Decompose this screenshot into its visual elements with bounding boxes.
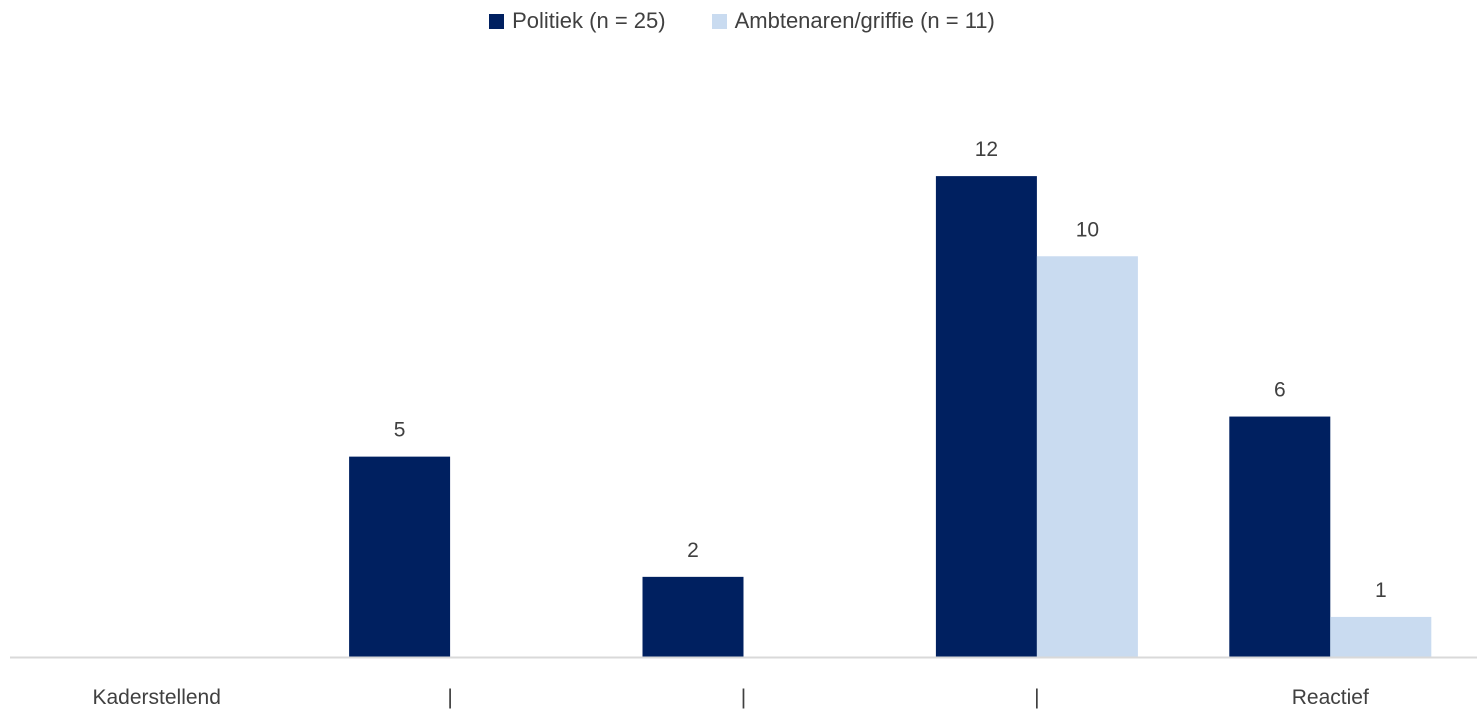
x-tick-label-1: | (447, 686, 452, 709)
legend-label-ambtenaren: Ambtenaren/griffie (n = 11) (734, 8, 995, 33)
legend-label-politiek: Politiek (n = 25) (512, 8, 666, 33)
x-tick-label-3: | (1034, 686, 1039, 709)
legend-item-politiek: Politiek (n = 25) (489, 8, 666, 34)
bar-ambtenaren-3 (1036, 256, 1138, 657)
x-tick-label-2: | (741, 686, 746, 709)
data-label-politiek-2: 2 (687, 539, 699, 562)
bar-politiek-4 (1229, 416, 1331, 657)
data-label-politiek-3: 12 (975, 138, 998, 161)
legend: Politiek (n = 25) Ambtenaren/griffie (n … (0, 8, 1484, 34)
data-label-politiek-1: 5 (394, 419, 406, 442)
x-tick-label-0: Kaderstellend (92, 686, 220, 709)
x-tick-label-4: Reactief (1292, 686, 1369, 709)
bar-politiek-1 (349, 456, 451, 657)
legend-swatch-ambtenaren (711, 13, 727, 29)
bar-politiek-2 (642, 576, 744, 657)
bar-politiek-3 (935, 176, 1037, 657)
data-label-ambtenaren-4: 1 (1375, 579, 1387, 602)
legend-item-ambtenaren: Ambtenaren/griffie (n = 11) (711, 8, 995, 34)
bar-ambtenaren-4 (1330, 616, 1432, 657)
data-label-politiek-4: 6 (1274, 379, 1286, 402)
legend-swatch-politiek (489, 13, 505, 29)
data-label-ambtenaren-3: 10 (1076, 218, 1099, 241)
